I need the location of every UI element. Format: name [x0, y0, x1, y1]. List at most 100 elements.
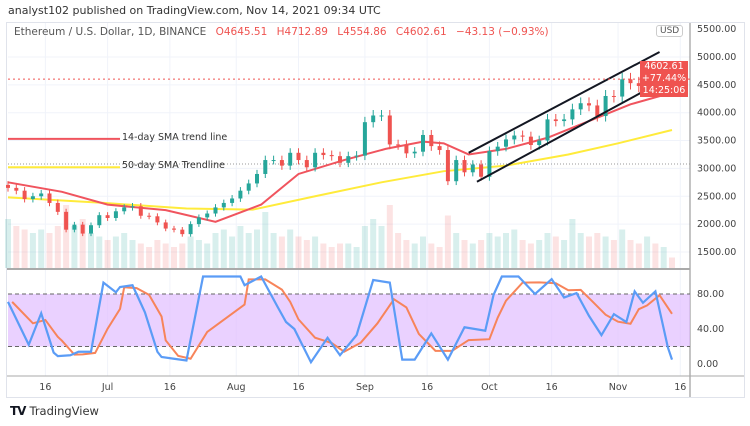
ohlc-open: O4645.51 [215, 26, 268, 38]
candle-body [39, 193, 44, 197]
candle-body [313, 152, 318, 168]
volume-bar [370, 219, 377, 268]
symbol-legend: Ethereum / U.S. Dollar, 1D, BINANCE O464… [14, 26, 549, 38]
volume-bar [594, 233, 601, 268]
candle-body [379, 115, 384, 117]
volume-bar [262, 212, 269, 268]
candle-body [512, 135, 517, 140]
volume-bar [154, 240, 161, 268]
volume-bar [121, 233, 128, 268]
candle-body [495, 146, 500, 152]
volume-bar [54, 226, 61, 268]
volume-bar [644, 236, 651, 268]
candle-body [329, 155, 334, 157]
candle-body [479, 164, 484, 177]
volume-bar [577, 233, 584, 268]
candle-body [570, 109, 575, 120]
volume-bar [71, 226, 78, 268]
bar-countdown: 14:25:06 [642, 85, 686, 96]
chart-frame [6, 22, 745, 398]
candle-body [321, 152, 326, 156]
tradingview-logo-icon: TV [10, 404, 27, 418]
volume-bar [503, 233, 509, 268]
price-tick-label: 5500.00 [697, 24, 736, 35]
volume-bar [353, 247, 360, 268]
oscillator-tick-label: 80.00 [697, 289, 724, 300]
volume-bar [320, 243, 327, 268]
volume-bar [527, 243, 534, 268]
volume-bar [212, 233, 219, 268]
price-tick-label: 2000.00 [697, 219, 736, 230]
volume-bar [312, 236, 319, 268]
candle-body [55, 202, 60, 212]
volume-bar [561, 240, 568, 268]
volume-bar [635, 243, 642, 268]
volume-bar [669, 257, 675, 268]
candle-body [80, 224, 85, 234]
oscillator-tick-label: 0.00 [697, 359, 718, 370]
candle-body [238, 190, 243, 199]
candle-body [504, 139, 508, 147]
volume-bar [79, 219, 86, 268]
logo-text: TradingView [29, 404, 99, 418]
tradingview-logo[interactable]: TV TradingView [10, 404, 99, 418]
candle-body [537, 140, 542, 146]
time-tick-label: Jul [101, 382, 113, 393]
volume-bar [204, 243, 211, 268]
sma14-annotation: 14-day SMA trend line [122, 131, 228, 143]
candle-body [22, 190, 27, 200]
volume-bar [345, 243, 352, 268]
candle-body [620, 79, 625, 97]
candle-body [603, 95, 608, 117]
volume-bar [245, 233, 252, 268]
channel-upper-line [468, 51, 661, 154]
candle-body [387, 115, 392, 145]
time-tick-label: 16 [39, 382, 51, 393]
candle-body [30, 196, 35, 200]
ohlc-close: C4602.61 [395, 26, 447, 38]
volume-bar [627, 240, 634, 268]
candle-body [304, 160, 309, 168]
candle-body [155, 216, 160, 223]
volume-bar [13, 226, 20, 268]
price-change-pct: +77.44% [641, 73, 687, 84]
candle-body [14, 187, 19, 191]
volume-bar [386, 205, 393, 268]
candle-body [271, 160, 276, 162]
candle-body [346, 156, 351, 163]
price-tick-label: 1500.00 [697, 247, 736, 258]
volume-bar [378, 226, 385, 268]
candle-body [113, 211, 118, 218]
time-tick-label: Nov [609, 382, 628, 393]
volume-bar [602, 236, 609, 268]
price-tick-label: 4500.00 [697, 80, 736, 91]
volume-bar [179, 243, 186, 268]
oscillator-tick-label: 40.00 [697, 324, 724, 335]
candle-body [72, 224, 77, 230]
candle-body [371, 115, 376, 123]
candle-body [255, 173, 259, 184]
candle-body [545, 119, 550, 141]
volume-bar [112, 236, 119, 268]
currency-button[interactable]: USD [656, 25, 684, 37]
volume-bar [453, 233, 460, 268]
candle-body [487, 151, 492, 177]
candle-body [213, 207, 218, 214]
volume-bar [104, 240, 111, 268]
candle-body [105, 215, 110, 218]
volume-bar [660, 247, 667, 268]
candle-body [97, 215, 102, 226]
volume-bar [436, 247, 443, 268]
candle-body [196, 217, 201, 225]
candle-body [279, 160, 284, 166]
volume-bar [586, 236, 592, 268]
volume-bar [38, 229, 45, 268]
volume-bar [420, 236, 426, 268]
candle-body [147, 215, 152, 217]
candle-body [429, 134, 434, 147]
volume-bar [469, 243, 476, 268]
volume-bar [619, 229, 626, 268]
price-tick-label: 3000.00 [697, 163, 736, 174]
candle-body [338, 156, 342, 163]
